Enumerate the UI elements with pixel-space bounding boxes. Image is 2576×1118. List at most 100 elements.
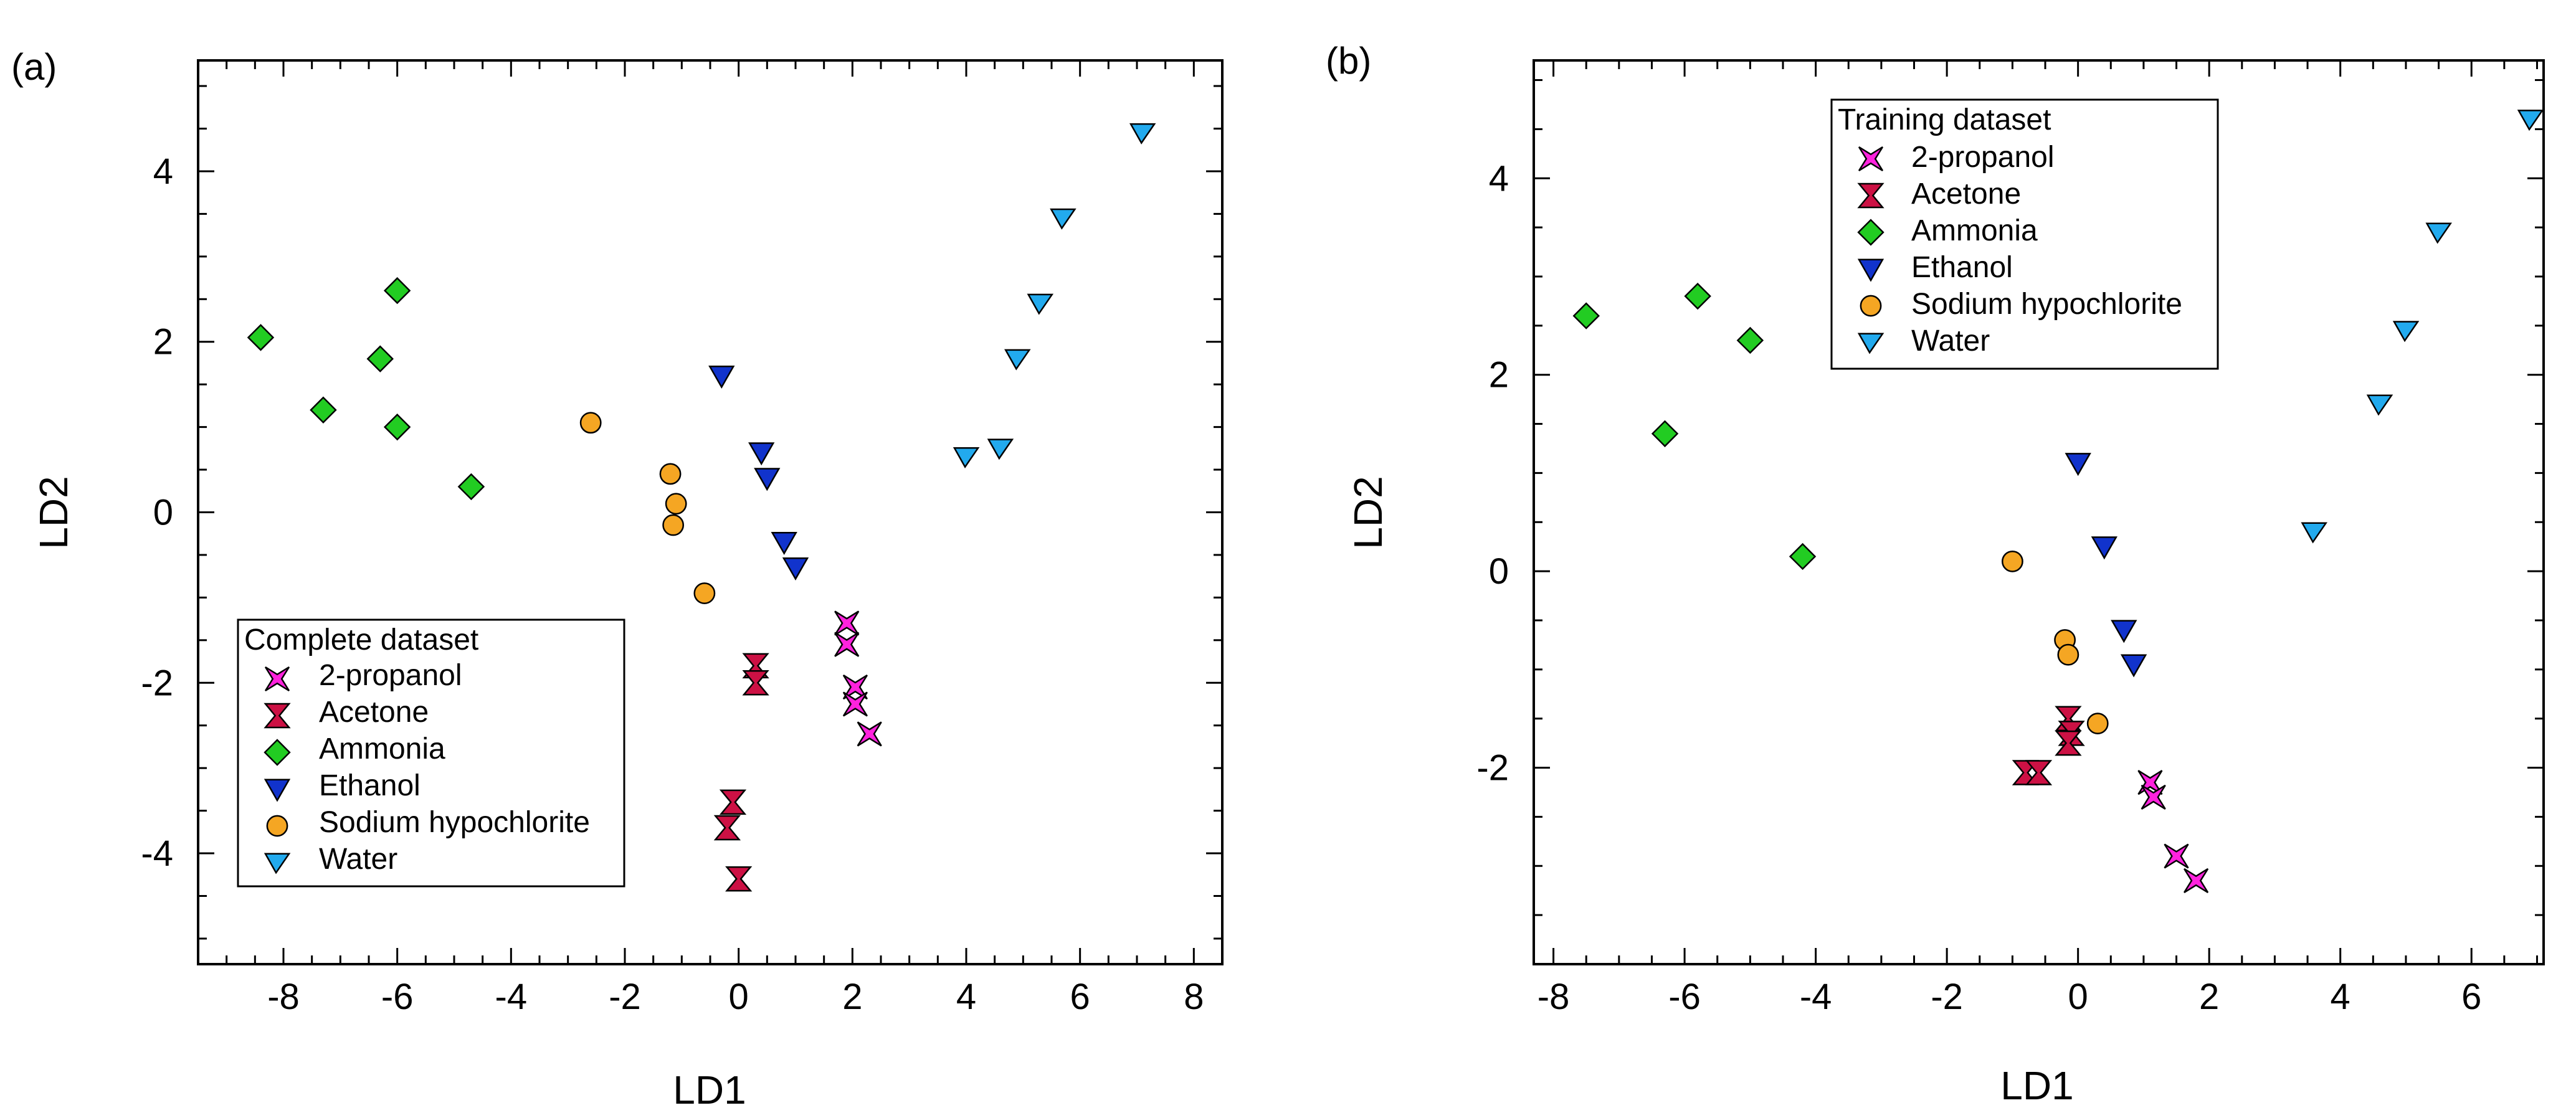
panel-b-legend-marker-2-propanol xyxy=(1858,146,1884,172)
panel-b-point-water xyxy=(2366,394,2393,416)
panel-a-legend-label-acetone: Acetone xyxy=(319,696,429,729)
panel-b-point-sodium-hypochlorite xyxy=(2057,643,2079,666)
panel-a-point-2-propanol xyxy=(857,721,882,747)
panel-a-point-2-propanol xyxy=(842,675,868,700)
panel-a-point-water xyxy=(1004,349,1031,371)
panel-a-x-axis-title: LD1 xyxy=(673,1068,746,1112)
panel-a-y-tick-label: 0 xyxy=(153,493,173,533)
panel-a-x-tick-label: 2 xyxy=(842,977,862,1017)
panel-a-point-sodium-hypochlorite xyxy=(659,463,682,485)
panel-b-y-tick-label: 2 xyxy=(1489,355,1509,396)
panel-a-x-tick-label: -6 xyxy=(381,977,414,1017)
panel-b-legend-marker-acetone xyxy=(1857,182,1884,209)
panel-a-point-acetone xyxy=(742,670,769,696)
panel-b-legend-marker-ethanol xyxy=(1857,258,1884,282)
panel-b-ticks xyxy=(1534,60,2544,965)
panel-a-x-tick-label: -2 xyxy=(609,977,641,1017)
panel-a-y-tick-label: -4 xyxy=(141,833,173,874)
panel-b-point-sodium-hypochlorite xyxy=(2086,713,2109,734)
panel-a-y-tick-label: 4 xyxy=(153,151,173,192)
panel-b-x-tick-label: -4 xyxy=(1800,977,1832,1017)
panel-a-point-ethanol xyxy=(708,366,735,389)
panel-b-legend-box xyxy=(1830,98,2219,370)
panel-b-point-water xyxy=(2517,110,2544,131)
panel-b-plot-frame xyxy=(1533,59,2545,965)
panel-b-point-ammonia xyxy=(1572,302,1600,329)
panel-a-legend-label-sodium-hypochlorite: Sodium hypochlorite xyxy=(319,806,590,839)
panel-a: (a) LD1 LD2 Complete dataset 2-propanol … xyxy=(11,46,1224,1112)
panel-a-point-ethanol xyxy=(748,442,775,466)
panel-a-point-2-propanol xyxy=(842,691,868,717)
panel-a-x-tick-label: 0 xyxy=(729,977,749,1017)
panel-b-points xyxy=(1572,110,2544,893)
panel-b-legend-label-water: Water xyxy=(1911,325,1990,358)
panel-b-point-water xyxy=(2392,321,2420,343)
panel-a-legend-label-ammonia: Ammonia xyxy=(319,732,445,765)
panel-a-point-sodium-hypochlorite xyxy=(693,582,716,604)
panel-a-y-tick-label: -2 xyxy=(141,663,173,703)
panel-a-x-tick-label: 4 xyxy=(956,977,976,1017)
panel-a-point-ethanol xyxy=(754,468,781,491)
panel-a-legend-title: Complete dataset xyxy=(244,623,478,656)
panel-b-point-2-propanol xyxy=(2141,784,2166,810)
panel-b-legend-label-ammonia: Ammonia xyxy=(1911,214,2038,247)
panel-a-point-ammonia xyxy=(366,345,394,372)
panel-b-point-water xyxy=(2425,222,2452,244)
panel-b-x-tick-label: -2 xyxy=(1931,977,1963,1017)
panel-a-point-ethanol xyxy=(771,531,797,556)
panel-a-x-tick-label: -8 xyxy=(267,977,300,1017)
panel-a-point-sodium-hypochlorite xyxy=(665,493,687,515)
panel-a-legend-label-water: Water xyxy=(319,843,397,876)
panel-b-legend-label-acetone: Acetone xyxy=(1911,178,2021,211)
panel-b-point-ethanol xyxy=(2091,536,2117,560)
panel-a-point-ammonia xyxy=(383,413,411,441)
panel-b-point-ammonia xyxy=(1684,282,1711,310)
panel-b-x-tick-label: 0 xyxy=(2068,977,2088,1017)
panel-a-point-2-propanol xyxy=(834,632,860,657)
panel-a-legend-marker-water xyxy=(264,853,291,874)
panel-a-point-ammonia xyxy=(310,396,337,424)
panel-b-x-tick-label: -8 xyxy=(1538,977,1570,1017)
panel-a-legend-box xyxy=(237,618,625,888)
panel-a-y-tick-label: 2 xyxy=(153,322,173,362)
panel-a-point-sodium-hypochlorite xyxy=(579,412,602,434)
panel-b-x-tick-label: 4 xyxy=(2331,977,2350,1017)
panel-b-y-tick-label: -2 xyxy=(1476,748,1509,789)
panel-a-point-ethanol xyxy=(782,557,809,581)
panel-b-x-tick-label: 2 xyxy=(2199,977,2219,1017)
panel-b-y-tick-label: 4 xyxy=(1489,158,1509,199)
panel-a-point-sodium-hypochlorite xyxy=(662,514,685,536)
panel-a-point-acetone xyxy=(713,815,741,841)
panel-b-point-ammonia xyxy=(1736,326,1764,354)
panel-a-point-ammonia xyxy=(247,324,275,351)
panel-a-y-axis-title: LD2 xyxy=(31,476,76,549)
panel-a-x-tick-label: 8 xyxy=(1184,977,1204,1017)
panel-b-label: (b) xyxy=(1326,40,1371,82)
panel-a-point-ammonia xyxy=(457,473,485,501)
panel-b-legend: Training dataset 2-propanol Acetone Ammo… xyxy=(1830,98,2219,370)
panel-a-point-2-propanol xyxy=(834,610,860,636)
panel-b-point-ethanol xyxy=(2111,620,2137,643)
panel-a-points xyxy=(247,123,1156,892)
panel-a-point-acetone xyxy=(725,866,753,892)
panel-a-x-tick-label: -4 xyxy=(495,977,528,1017)
panel-a-legend-marker-ammonia xyxy=(264,739,291,766)
panel-b-x-axis-title: LD1 xyxy=(2000,1063,2073,1108)
panel-b-x-tick-label: 6 xyxy=(2461,977,2481,1017)
panel-a-label: (a) xyxy=(11,46,57,88)
panel-b-y-axis-title: LD2 xyxy=(1346,476,1390,549)
panel-a-point-water xyxy=(953,447,980,469)
panel-a-legend-marker-sodium-hypochlorite xyxy=(266,815,288,837)
panel-b-point-ammonia xyxy=(1789,542,1817,571)
panel-a-point-acetone xyxy=(719,789,747,815)
panel-b-legend-label-ethanol: Ethanol xyxy=(1911,251,2013,284)
panel-a-legend-marker-acetone xyxy=(264,703,291,729)
panel-b: (b) LD1 LD2 Training dataset 2-propanol … xyxy=(1326,40,2545,1108)
panel-b-point-ammonia xyxy=(1651,420,1679,448)
panel-b-point-2-propanol xyxy=(2164,843,2189,869)
panel-a-point-ammonia xyxy=(383,277,411,305)
panel-b-point-acetone xyxy=(2055,730,2082,756)
panel-a-legend-marker-2-propanol xyxy=(264,666,290,692)
panel-a-legend-label-ethanol: Ethanol xyxy=(319,769,421,802)
panel-b-point-water xyxy=(2301,522,2327,544)
